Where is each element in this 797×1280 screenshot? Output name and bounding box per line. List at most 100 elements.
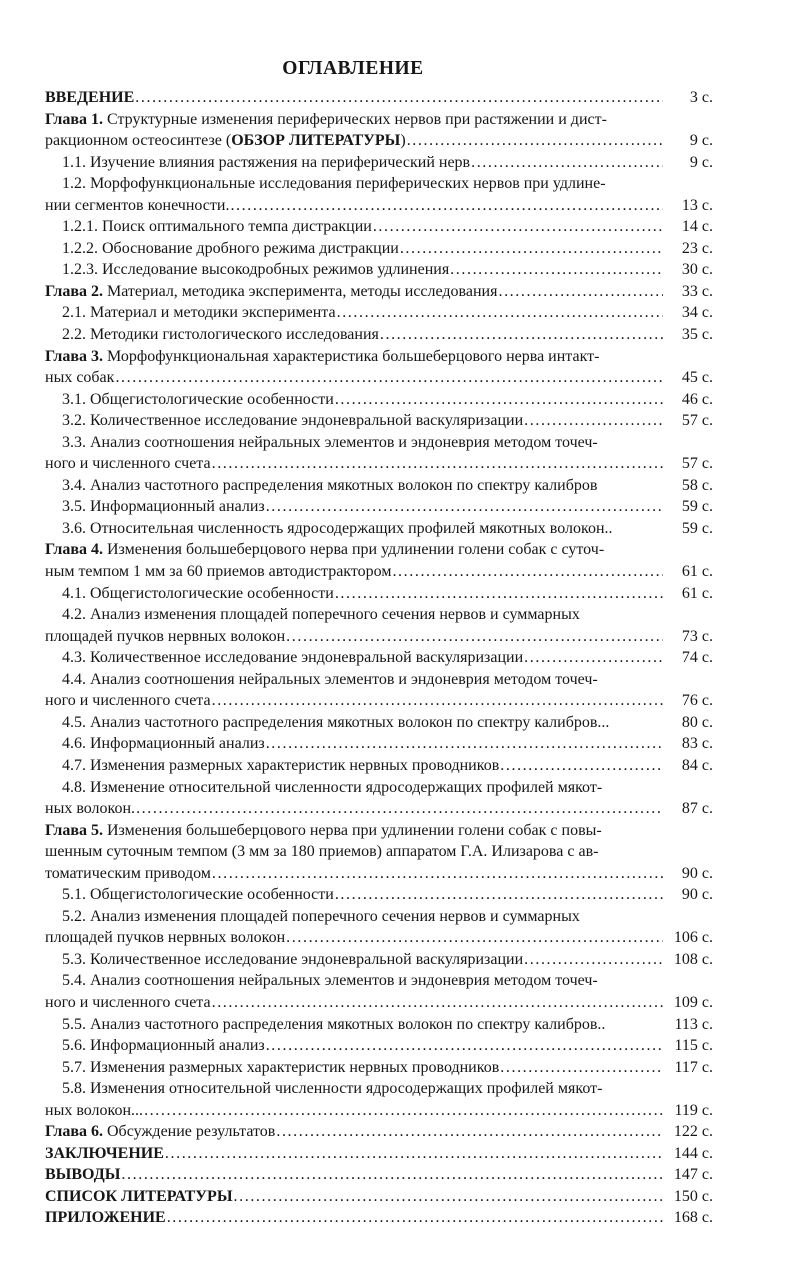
page-number: 168 с. (673, 1209, 713, 1227)
page-number: 83 с. (681, 735, 713, 753)
toc-line: 4.3. Количественное исследование эндонев… (45, 647, 713, 669)
toc-line: 4.2. Анализ изменения площадей поперечно… (45, 604, 713, 626)
dot-leader: ........................................… (286, 929, 663, 947)
toc-line: 3.3. Анализ соотношения нейральных элеме… (45, 432, 713, 454)
toc-line: Глава 6. Обсуждение результатов.........… (45, 1121, 713, 1143)
toc-entry-text: 4.7. Изменения размерных характеристик н… (62, 756, 500, 774)
page-number: 76 с. (681, 692, 713, 710)
toc-line: 4.6. Информационный анализ..............… (45, 733, 713, 755)
dot-leader: ........................................… (379, 326, 663, 344)
toc-entry-text: Глава 6. Обсуждение результатов (45, 1123, 276, 1141)
toc-entry-text: площадей пучков нервных волокон (45, 929, 286, 947)
page-number: 122 с. (673, 1123, 713, 1141)
dot-leader: ........................................… (286, 627, 663, 645)
dot-leader: ........................................… (164, 1144, 663, 1162)
toc-line: ных собак...............................… (45, 367, 713, 389)
toc-line: ных волокон. ...........................… (45, 798, 713, 820)
dot-leader: ........................................… (500, 1058, 663, 1076)
dot-leader: ........................................… (524, 649, 663, 667)
toc-entry-text: СПИСОК ЛИТЕРАТУРЫ (45, 1187, 233, 1205)
page-number: 33 с. (681, 282, 713, 300)
toc-line: 5.8. Изменения относительной численности… (45, 1078, 713, 1100)
toc-entry-text: ПРИЛОЖЕНИЕ (45, 1209, 166, 1227)
toc-line: 4.7. Изменения размерных характеристик н… (45, 755, 713, 777)
page-number: 59 с. (681, 498, 713, 516)
dot-leader: ........................................… (334, 886, 663, 904)
toc-entry-text: томатическим приводом (45, 864, 211, 882)
page-title: ОГЛАВЛЕНИЕ (282, 58, 424, 79)
dot-leader: ........................................… (135, 89, 663, 106)
toc-entry-text: 4.8. Изменение относительной численности… (62, 778, 603, 796)
toc-entry-text: Глава 4. Изменения большеберцового нерва… (45, 541, 605, 559)
toc-entry-text: 3.4. Анализ частотного распределения мяк… (62, 476, 598, 494)
dot-leader: ........................................… (265, 498, 663, 516)
toc-entry-text: ВВЕДЕНИЕ (45, 89, 135, 106)
toc-line: Глава 3. Морфофункциональная характерист… (45, 346, 713, 368)
dot-leader: ........................................… (211, 993, 663, 1011)
page-number: 61 с. (681, 563, 713, 581)
toc-entry-text: 4.6. Информационный анализ (62, 735, 265, 753)
dot-leader: ........................................… (500, 756, 663, 774)
toc-entry-text: 5.5. Анализ частотного распределения мяк… (62, 1015, 606, 1033)
page-number: 73 с. (681, 627, 713, 645)
page-number: 23 с. (681, 239, 713, 257)
toc-line: 5.3. Количественное исследование эндонев… (45, 949, 713, 971)
toc-entry-text: 3.1. Общегистологические особенности (62, 390, 334, 408)
toc-line: 1.2. Морфофункциональные исследования пе… (45, 173, 713, 195)
toc-line: ного и численного счета.................… (45, 690, 713, 712)
toc-entry-text: 4.4. Анализ соотношения нейральных элеме… (62, 670, 598, 688)
page-number: 115 с. (674, 1037, 713, 1055)
dot-leader: ........................................… (211, 864, 663, 882)
toc-list: ВВЕДЕНИЕ................................… (45, 87, 713, 1229)
toc-entry-text: 2.2. Методики гистологического исследова… (62, 326, 379, 344)
toc-line: 4.1. Общегистологические особенности....… (45, 583, 713, 605)
page-number: 117 с. (674, 1058, 713, 1076)
toc-entry-text: 1.2.2. Обоснование дробного режима дистр… (62, 239, 399, 257)
toc-entry-text: 3.6. Относительная численность ядросодер… (62, 519, 613, 537)
toc-line: 4.5. Анализ частотного распределения мяк… (45, 712, 713, 734)
dot-leader: ........................................… (450, 261, 663, 279)
page-number: 61 с. (681, 584, 713, 602)
page-number: 13 с. (681, 196, 713, 214)
toc-line: 3.2. Количественное исследование эндонев… (45, 410, 713, 432)
toc-entry-text: 5.4. Анализ соотношения нейральных элеме… (62, 972, 598, 990)
toc-entry-text: 4.5. Анализ частотного распределения мяк… (62, 713, 610, 731)
page-number: 87 с. (681, 800, 713, 818)
page-number: 84 с. (681, 756, 713, 774)
page-number: 108 с. (673, 950, 713, 968)
page-number: 147 с. (673, 1166, 713, 1184)
toc-entry-text: ных собак (45, 369, 115, 387)
page-number: 9 с. (689, 153, 713, 171)
toc-entry-text: 5.6. Информационный анализ (62, 1037, 265, 1055)
page-number: 57 с. (681, 412, 713, 430)
toc-entry-text: ВЫВОДЫ (45, 1166, 121, 1184)
toc-line: 3.1. Общегистологические особенности....… (45, 389, 713, 411)
toc-entry-text: ным темпом 1 мм за 60 приемов автодистра… (45, 563, 392, 581)
dot-leader: ........................................… (166, 1209, 663, 1227)
dot-leader: ........................................… (372, 218, 663, 236)
page-number: 150 с. (673, 1187, 713, 1205)
page-number: 90 с. (681, 864, 713, 882)
toc-entry-text: 3.2. Количественное исследование эндонев… (62, 412, 524, 430)
toc-line: ВВЕДЕНИЕ................................… (45, 87, 713, 109)
toc-line: 3.5. Информационный анализ..............… (45, 496, 713, 518)
dot-leader: ........................................… (406, 132, 663, 150)
toc-entry-text: ного и численного счета (45, 692, 211, 710)
toc-line: ного и численного счета.................… (45, 453, 713, 475)
page-number: 58 с. (681, 476, 713, 494)
page-number: 35 с. (681, 326, 713, 344)
toc-entry-text: Глава 3. Морфофункциональная характерист… (45, 347, 600, 365)
toc-entry-text: 4.1. Общегистологические особенности (62, 584, 334, 602)
toc-entry-text: 3.3. Анализ соотношения нейральных элеме… (62, 433, 598, 451)
toc-line: 5.1. Общегистологические особенности....… (45, 884, 713, 906)
toc-entry-text: Глава 1. Структурные изменения периферич… (45, 110, 607, 128)
toc-line: ных волокон.............................… (45, 1100, 713, 1122)
page-number: 34 с. (681, 304, 713, 322)
dot-leader: ........................................… (211, 692, 663, 710)
toc-line: ПРИЛОЖЕНИЕ..............................… (45, 1207, 713, 1229)
toc-line: 1.2.1. Поиск оптимального темпа дистракц… (45, 216, 713, 238)
toc-line: 3.4. Анализ частотного распределения мяк… (45, 475, 713, 497)
dot-leader: ........................................… (524, 950, 663, 968)
toc-entry-text: 1.1. Изучение влияния растяжения на пери… (62, 153, 471, 171)
